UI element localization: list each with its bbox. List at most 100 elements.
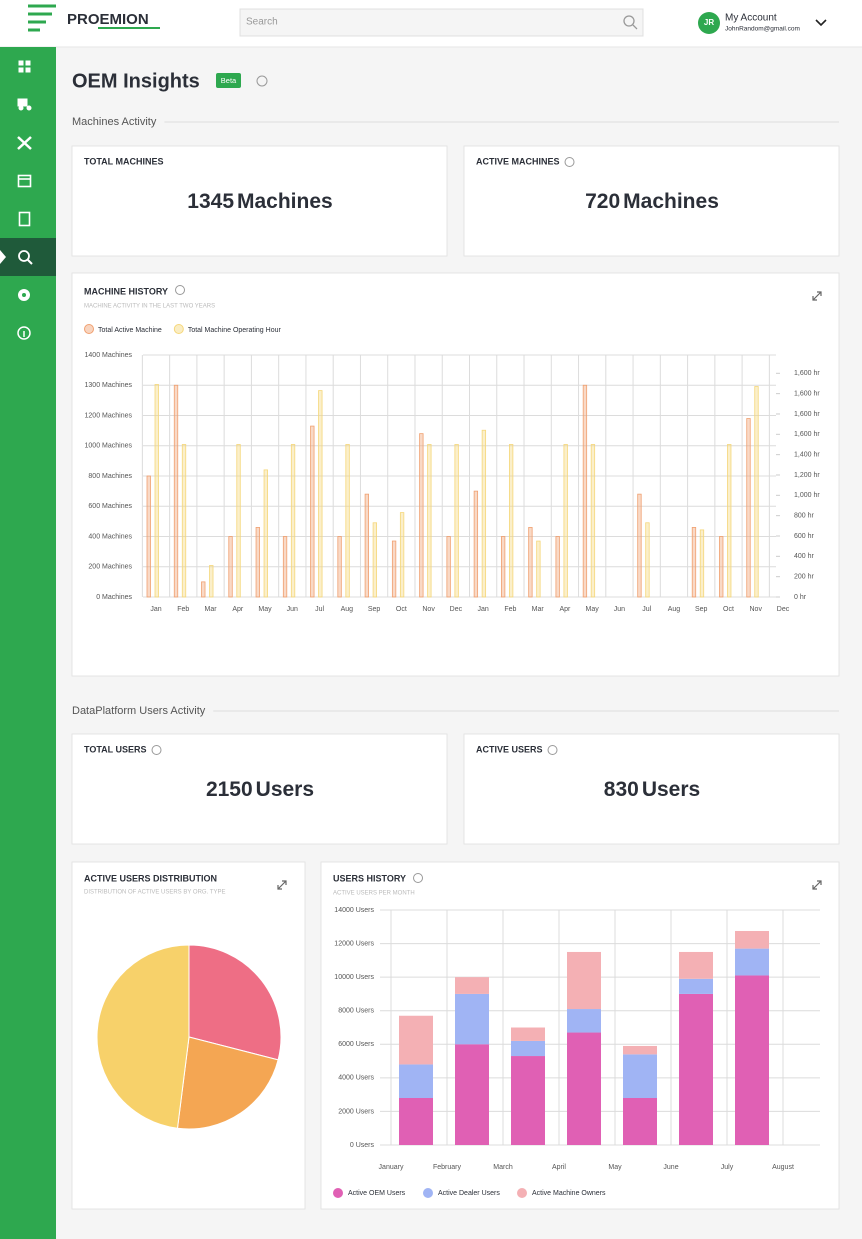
search-box[interactable]: [239, 8, 644, 37]
bar-segment[interactable]: [511, 1056, 545, 1145]
y2-tick-label: 0 hr: [794, 594, 807, 601]
help-icon[interactable]: [564, 157, 575, 167]
legend-label[interactable]: Total Machine Operating Hour: [188, 327, 282, 334]
bar-segment[interactable]: [455, 1044, 489, 1145]
bar-segment[interactable]: [567, 1032, 601, 1145]
bar[interactable]: [727, 444, 732, 598]
bar-segment[interactable]: [735, 948, 769, 976]
legend-label[interactable]: Active Machine Owners: [532, 1190, 606, 1197]
bar[interactable]: [181, 444, 187, 598]
legend-marker[interactable]: [333, 1188, 343, 1198]
bar[interactable]: [645, 522, 650, 598]
bar[interactable]: [536, 540, 541, 598]
x-tick-label: April: [552, 1164, 566, 1171]
bar[interactable]: [446, 536, 451, 598]
bar[interactable]: [754, 386, 759, 598]
bar-segment[interactable]: [399, 1015, 433, 1065]
legend-marker[interactable]: [84, 324, 94, 334]
bar[interactable]: [345, 444, 350, 598]
bar[interactable]: [173, 384, 179, 598]
bar[interactable]: [481, 429, 487, 598]
bar[interactable]: [236, 444, 241, 598]
expand-icon[interactable]: [812, 880, 822, 890]
bar[interactable]: [364, 493, 369, 598]
help-icon[interactable]: [413, 873, 424, 883]
pie-slice[interactable]: [188, 944, 282, 1061]
bar-segment[interactable]: [679, 993, 713, 1145]
bar[interactable]: [318, 390, 323, 598]
bar-segment[interactable]: [455, 993, 489, 1045]
chart-title: ACTIVE USERS DISTRIBUTION: [84, 873, 217, 883]
bar[interactable]: [228, 536, 233, 598]
help-icon[interactable]: [256, 75, 268, 87]
bar[interactable]: [154, 384, 159, 598]
sidebar-icons[interactable]: [17, 60, 33, 340]
chart-title: MACHINE HISTORY: [84, 286, 168, 296]
bar[interactable]: [454, 444, 459, 598]
pie-slice[interactable]: [176, 1036, 279, 1130]
avatar[interactable]: [698, 12, 720, 34]
bar-segment[interactable]: [511, 1040, 545, 1057]
bar-segment[interactable]: [735, 975, 769, 1145]
help-icon[interactable]: [151, 745, 162, 755]
bar-segment[interactable]: [623, 1054, 657, 1098]
bar[interactable]: [419, 433, 424, 598]
bar[interactable]: [473, 490, 479, 598]
bar[interactable]: [555, 536, 560, 598]
account-chevron[interactable]: [815, 19, 827, 27]
bar[interactable]: [699, 529, 705, 598]
bar-segment[interactable]: [623, 1098, 657, 1145]
bar[interactable]: [263, 469, 268, 598]
bar[interactable]: [691, 527, 697, 598]
bar[interactable]: [146, 475, 151, 598]
panel: [71, 272, 840, 677]
bar-segment[interactable]: [567, 951, 601, 1010]
x-tick-label: Aug: [668, 606, 681, 613]
bar-segment[interactable]: [735, 930, 769, 949]
bar[interactable]: [746, 418, 751, 598]
help-icon[interactable]: [547, 745, 558, 755]
account-label[interactable]: My Account: [725, 13, 777, 24]
bar[interactable]: [719, 536, 724, 598]
legend-marker[interactable]: [517, 1188, 527, 1198]
bar[interactable]: [391, 540, 397, 598]
bar[interactable]: [399, 512, 405, 598]
expand-icon[interactable]: [277, 880, 287, 890]
legend-marker[interactable]: [173, 324, 184, 334]
legend-label[interactable]: Active Dealer Users: [438, 1190, 500, 1197]
bar[interactable]: [427, 444, 432, 598]
expand-icon[interactable]: [812, 291, 822, 301]
bar-segment[interactable]: [623, 1045, 657, 1055]
search-icon[interactable]: [623, 15, 635, 27]
pie-slice[interactable]: [96, 944, 190, 1129]
bar[interactable]: [255, 527, 260, 598]
bar-segment[interactable]: [567, 1009, 601, 1033]
bar[interactable]: [290, 444, 296, 598]
bar-segment[interactable]: [679, 951, 713, 979]
bar-segment[interactable]: [679, 978, 713, 994]
card-value: 830 Users: [604, 778, 700, 801]
bar-segment[interactable]: [455, 977, 489, 994]
legend-label[interactable]: Total Active Machine: [98, 327, 162, 334]
bar[interactable]: [637, 493, 642, 598]
bar[interactable]: [590, 444, 596, 598]
bar[interactable]: [582, 384, 588, 598]
bar[interactable]: [282, 536, 288, 598]
legend-label[interactable]: Active OEM Users: [348, 1190, 406, 1197]
bar[interactable]: [528, 527, 533, 598]
bar[interactable]: [372, 522, 377, 598]
bar[interactable]: [337, 536, 342, 598]
bar-segment[interactable]: [399, 1064, 433, 1098]
bar[interactable]: [209, 565, 214, 598]
bar[interactable]: [310, 425, 315, 598]
bar[interactable]: [500, 536, 506, 598]
bar-segment[interactable]: [511, 1027, 545, 1041]
legend-marker[interactable]: [423, 1188, 433, 1198]
bar[interactable]: [563, 444, 568, 598]
bar[interactable]: [201, 581, 206, 598]
bar[interactable]: [508, 444, 514, 598]
x-tick-label: Sep: [368, 606, 381, 613]
help-icon[interactable]: [175, 285, 186, 295]
bar-segment[interactable]: [399, 1098, 433, 1145]
